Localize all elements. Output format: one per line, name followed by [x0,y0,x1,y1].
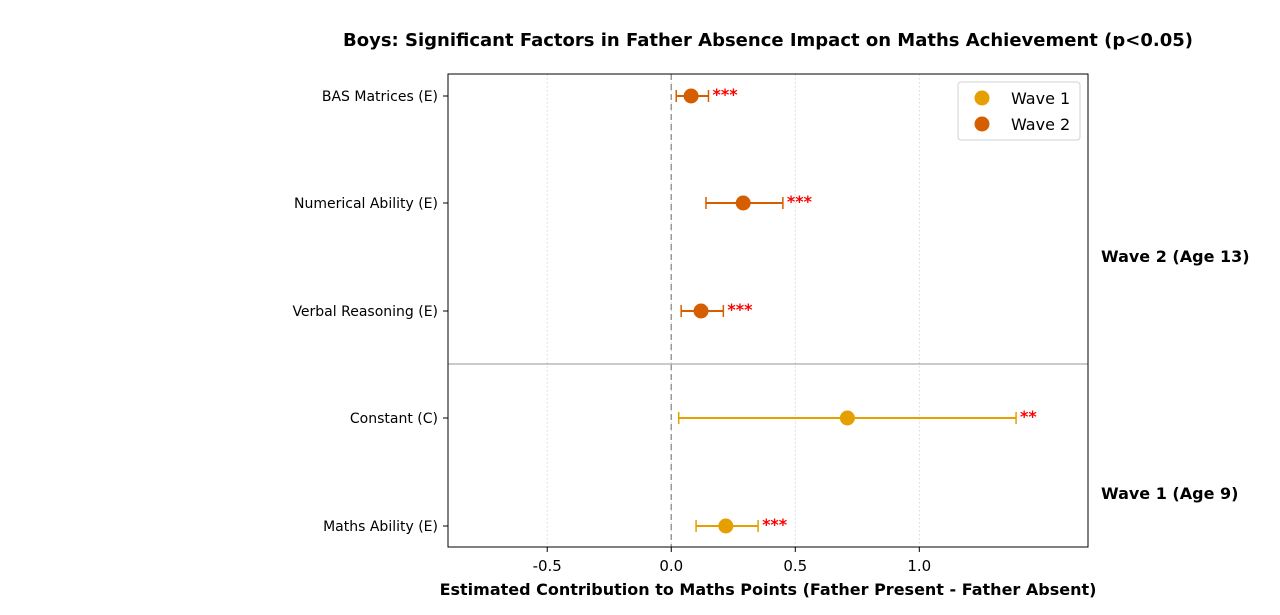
legend-marker [974,90,990,106]
significance-marker: ** [1020,407,1037,426]
data-point [718,518,734,534]
x-tick-label: 0.5 [783,557,807,575]
y-tick-label: Constant (C) [350,411,438,427]
y-tick-label: Maths Ability (E) [323,519,438,535]
x-axis-label: Estimated Contribution to Maths Points (… [440,580,1097,599]
data-point [693,303,709,319]
data-point [839,410,855,426]
y-tick-label: Verbal Reasoning (E) [292,304,438,320]
y-tick-label: Numerical Ability (E) [294,196,438,212]
significance-marker: *** [762,515,788,534]
data-point [683,88,699,104]
x-tick-label: 0.0 [659,557,683,575]
legend-marker [974,116,990,132]
legend-entry: Wave 1 [1011,89,1070,108]
y-tick-label: BAS Matrices (E) [322,89,438,105]
significance-marker: *** [727,300,753,319]
x-tick-label: 1.0 [907,557,931,575]
x-tick-label: -0.5 [533,557,562,575]
group-label: Wave 1 (Age 9) [1101,484,1238,503]
significance-marker: *** [712,85,738,104]
plot-area: *** BAS Matrices (E) *** Numerical Ability … [292,73,1250,575]
legend-entry: Wave 2 [1011,115,1070,134]
data-point [735,195,751,211]
group-label: Wave 2 (Age 13) [1101,247,1250,266]
chart-title: Boys: Significant Factors in Father Abse… [343,30,1193,51]
axes-frame [447,73,1089,548]
significance-marker: *** [787,192,813,211]
